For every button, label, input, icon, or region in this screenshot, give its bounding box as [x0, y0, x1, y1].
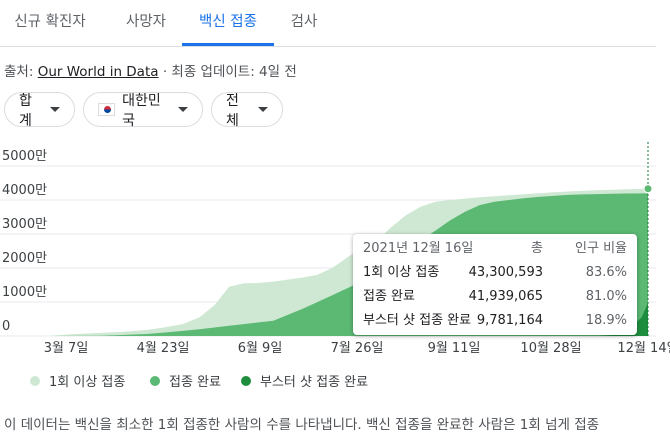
x-tick-label: 7월 26일 — [331, 341, 384, 356]
x-tick-label: 4월 23일 — [137, 341, 190, 356]
legend-label: 부스터 샷 접종 완료 — [260, 375, 369, 390]
y-tick-label: 5000만 — [2, 149, 47, 164]
legend-item[interactable]: 접종 완료 — [150, 371, 221, 390]
source-link[interactable]: Our World in Data — [37, 64, 159, 80]
legend-dot-icon — [150, 375, 160, 386]
tooltip-row-label: 1회 이상 접종 — [363, 265, 440, 280]
x-tick-label: 10월 28일 — [520, 341, 581, 356]
tooltip-row: 1회 이상 접종 43,300,593 83.6% — [363, 262, 627, 284]
x-tick-label: 3월 7일 — [44, 341, 89, 356]
source-prefix: 출처: — [4, 64, 38, 80]
country-dropdown[interactable]: 대한민국 — [83, 92, 203, 129]
legend-item[interactable]: 부스터 샷 접종 완료 — [241, 371, 368, 390]
legend-label: 접종 완료 — [169, 375, 221, 390]
metric-dropdown[interactable]: 합계 — [4, 92, 75, 129]
tooltip-row-ratio: 18.9% — [585, 313, 627, 328]
x-tick-label: 12월 14일 — [617, 341, 670, 356]
country-dropdown-label: 대한민국 — [122, 92, 161, 129]
tooltip-row-total: 41,939,065 — [468, 289, 543, 304]
tooltip-row-label: 부스터 샷 접종 완료 — [363, 313, 472, 328]
tooltip-date: 2021년 12월 16일 — [363, 241, 474, 256]
legend-dot-icon — [241, 375, 251, 386]
legend-item[interactable]: 1회 이상 접종 — [30, 371, 125, 390]
tooltip-row-ratio: 83.6% — [585, 265, 627, 280]
south-korea-flag-icon — [98, 103, 116, 116]
hover-point — [643, 184, 653, 194]
scope-dropdown[interactable]: 전체 — [211, 92, 283, 129]
source-updated: · 최종 업데이트: 4일 전 — [158, 64, 297, 80]
source-line: 출처: Our World in Data · 최종 업데이트: 4일 전 — [4, 60, 297, 80]
tabs-divider — [0, 46, 656, 47]
y-tick-label: 2000만 — [2, 251, 47, 266]
y-tick-label: 1000만 — [2, 285, 47, 300]
footnote: 이 데이터는 백신을 최소한 1회 접종한 사람의 수를 나타냅니다. 백신 접… — [4, 417, 600, 433]
tab-vaccinations[interactable]: 백신 접종 — [182, 0, 274, 46]
tooltip-col-ratio: 인구 비율 — [575, 241, 627, 256]
caret-down-icon — [178, 107, 188, 112]
tooltip-row: 부스터 샷 접종 완료 9,781,164 18.9% — [363, 310, 627, 332]
y-tick-label: 4000만 — [2, 183, 47, 198]
tooltip-row-ratio: 81.0% — [585, 289, 627, 304]
chart-tooltip: 2021년 12월 16일 총 인구 비율 1회 이상 접종 43,300,59… — [353, 234, 637, 335]
tooltip-row-total: 9,781,164 — [476, 313, 543, 328]
x-tick-label: 9월 11일 — [428, 341, 481, 356]
tooltip-row-total: 43,300,593 — [468, 265, 543, 280]
scope-dropdown-label: 전체 — [226, 92, 239, 129]
caret-down-icon — [50, 107, 60, 112]
metric-dropdown-label: 합계 — [19, 92, 32, 129]
tooltip-row-label: 접종 완료 — [363, 289, 415, 304]
tooltip-col-total: 총 — [531, 241, 543, 256]
tooltip-header: 2021년 12월 16일 총 인구 비율 — [363, 238, 627, 260]
legend-label: 1회 이상 접종 — [49, 375, 126, 390]
y-tick-label: 0 — [2, 319, 10, 334]
caret-down-icon — [258, 107, 268, 112]
x-tick-label: 6월 9일 — [238, 341, 283, 356]
y-tick-label: 3000만 — [2, 217, 47, 232]
legend-dot-icon — [30, 375, 40, 386]
tab-bar: 신규 확진자 사망자 백신 접종 검사 — [0, 0, 670, 46]
tab-deaths[interactable]: 사망자 — [125, 14, 167, 30]
tooltip-row: 접종 완료 41,939,065 81.0% — [363, 286, 627, 308]
tab-tests[interactable]: 검사 — [290, 14, 318, 30]
tab-new-cases[interactable]: 신규 확진자 — [14, 14, 86, 30]
